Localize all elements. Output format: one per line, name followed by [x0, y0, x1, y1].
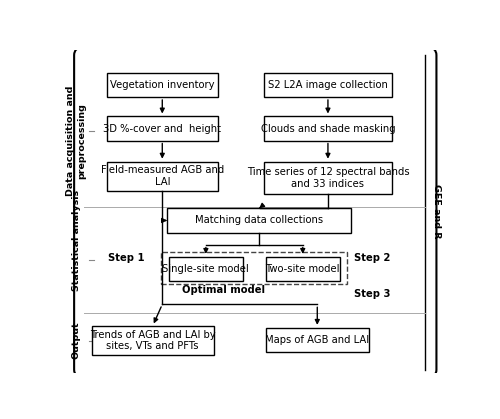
FancyBboxPatch shape: [107, 162, 218, 191]
FancyBboxPatch shape: [266, 257, 340, 281]
Text: Step 3: Step 3: [354, 289, 390, 299]
Text: Step 2: Step 2: [354, 253, 390, 264]
Text: Single-site model: Single-site model: [162, 264, 249, 274]
FancyBboxPatch shape: [169, 257, 242, 281]
FancyBboxPatch shape: [167, 208, 351, 233]
FancyBboxPatch shape: [264, 73, 392, 97]
Text: Optimal model: Optimal model: [182, 285, 265, 295]
Text: Statistical analysis: Statistical analysis: [72, 190, 80, 291]
Text: Matching data collections: Matching data collections: [195, 215, 323, 225]
Text: Time series of 12 spectral bands
and 33 indices: Time series of 12 spectral bands and 33 …: [246, 167, 409, 189]
FancyBboxPatch shape: [107, 73, 218, 97]
Text: Maps of AGB and LAI: Maps of AGB and LAI: [265, 335, 370, 345]
Text: S2 L2A image collection: S2 L2A image collection: [268, 80, 388, 90]
Text: Two-site model: Two-site model: [266, 264, 340, 274]
FancyBboxPatch shape: [74, 47, 436, 378]
FancyBboxPatch shape: [266, 328, 368, 352]
Text: Clouds and shade masking: Clouds and shade masking: [260, 124, 395, 134]
FancyBboxPatch shape: [162, 252, 348, 284]
Text: GEE and R: GEE and R: [432, 184, 441, 239]
Text: Field-measured AGB and
LAI: Field-measured AGB and LAI: [100, 166, 224, 187]
Text: Output: Output: [72, 322, 80, 360]
FancyBboxPatch shape: [264, 116, 392, 141]
Text: Step 1: Step 1: [108, 253, 145, 264]
Text: Data acquisition and
preprocessing: Data acquisition and preprocessing: [66, 85, 86, 196]
Text: 3D %-cover and  height: 3D %-cover and height: [104, 124, 222, 134]
Text: Trends of AGB and LAI by
sites, VTs and PFTs: Trends of AGB and LAI by sites, VTs and …: [90, 330, 216, 352]
FancyBboxPatch shape: [107, 116, 218, 141]
FancyBboxPatch shape: [92, 326, 214, 355]
FancyBboxPatch shape: [264, 162, 392, 194]
Text: Vegetation inventory: Vegetation inventory: [110, 80, 214, 90]
